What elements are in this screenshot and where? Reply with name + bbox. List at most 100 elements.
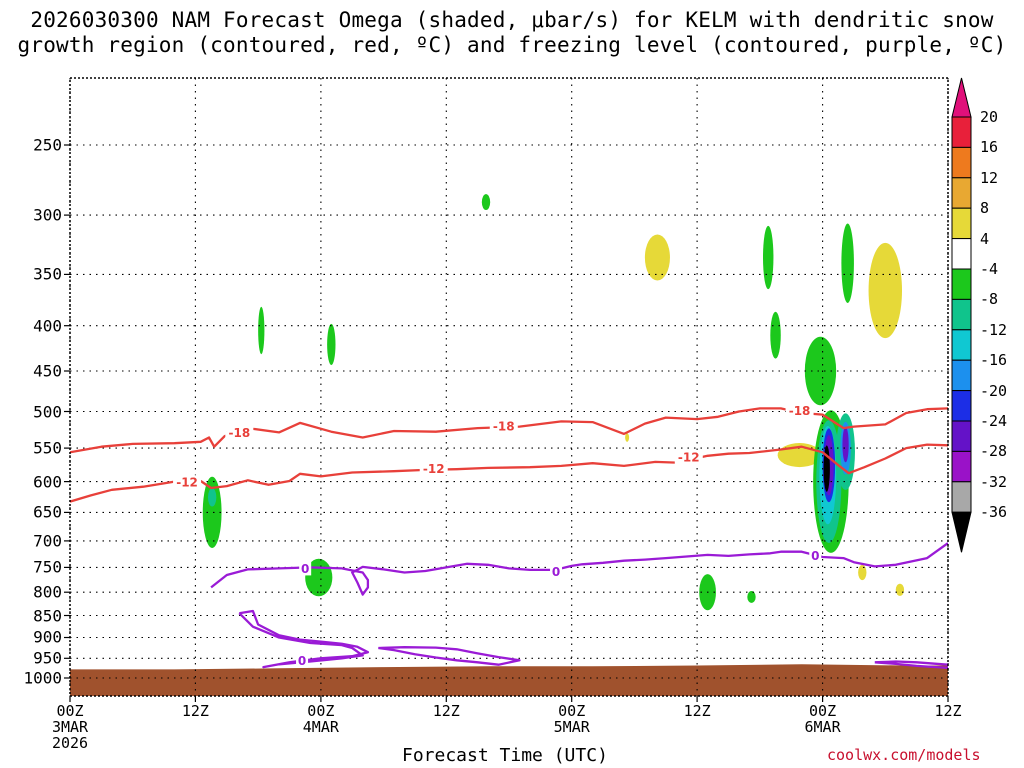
omega-region-17 (895, 583, 905, 596)
contour-label-bg-0-0 (225, 425, 254, 440)
omega-region-26 (842, 426, 849, 463)
contour-label-bg-1-0 (173, 475, 202, 490)
y-tick-label-600: 600 (33, 472, 62, 492)
colorbar-bin-9 (951, 390, 972, 422)
contour-label-2-0: 0 (301, 562, 309, 576)
chart-title-line2: growth region (contoured, red, ºC) and f… (17, 33, 1007, 57)
contour-label-bg-3-0 (296, 653, 309, 668)
y-tick-label-500: 500 (33, 402, 62, 421)
y-tick-label-350: 350 (33, 264, 62, 284)
contour-label-bg-1-2 (674, 450, 703, 465)
y-tick-label-400: 400 (33, 316, 62, 336)
colorbar-label-2: 12 (980, 168, 999, 187)
contour-label-3-0: 0 (298, 654, 306, 668)
omega-region-0 (202, 476, 222, 548)
axes (64, 77, 949, 702)
y-tick-label-300: 300 (33, 205, 62, 225)
contour-label-bg-2-1 (550, 564, 563, 579)
contour-label-bg-0-1 (489, 418, 518, 433)
ground-fill (70, 664, 948, 696)
contour-label-2-2: 0 (811, 549, 819, 563)
colorbar-label-9: -20 (980, 381, 1008, 400)
omega-region-14 (841, 223, 854, 303)
omega-region-1 (207, 488, 217, 507)
y-tick-label-700: 700 (33, 531, 62, 551)
colorbar-top-arrow (951, 77, 972, 118)
colorbar-label-1: 16 (980, 138, 999, 157)
contour-label-0-2: -18 (789, 404, 811, 418)
x-tick-label-24: 00Z 4MAR (302, 702, 339, 736)
x-tick-label-36: 12Z (432, 702, 460, 720)
colorbar-bin-4 (951, 238, 972, 270)
colorbar-label-4: 4 (980, 229, 990, 248)
y-tick-label-900: 900 (33, 627, 62, 647)
contour-1 (70, 443, 948, 503)
colorbar-bottom-arrow (951, 511, 972, 553)
omega-region-5 (481, 194, 491, 211)
colorbar-label-0: 20 (980, 108, 999, 126)
colorbar-bin-2 (951, 177, 972, 209)
colorbar-label-10: -24 (980, 412, 1008, 430)
colorbar-bin-6 (951, 298, 972, 331)
contour-3 (238, 609, 370, 669)
y-tick-label-750: 750 (33, 557, 62, 577)
x-axis-title: Forecast Time (UTC) (402, 745, 608, 766)
y-tick-label-950: 950 (33, 648, 62, 668)
colorbar-bin-11 (951, 450, 972, 483)
y-tick-label-550: 550 (33, 438, 62, 458)
x-tick-label-48: 00Z 5MAR (553, 702, 590, 736)
y-tick-label-800: 800 (33, 582, 62, 602)
contour-label-bg-0-2 (785, 403, 814, 418)
contour-5 (874, 660, 948, 670)
contour-4 (378, 646, 521, 666)
terrain-ground (70, 664, 948, 696)
colorbar-label-3: 8 (980, 199, 990, 218)
contour-label-bg-2-2 (809, 548, 822, 563)
omega-shading (202, 194, 905, 611)
omega-region-2 (258, 306, 265, 355)
colorbar-label-6: -8 (980, 290, 999, 309)
contour-label-1-1: -12 (423, 462, 445, 476)
colorbar-bin-10 (951, 420, 972, 452)
colorbar-bin-5 (951, 268, 972, 300)
colorbar-label-12: -32 (980, 472, 1008, 491)
y-tick-label-1000: 1000 (23, 668, 62, 688)
colorbar-label-5: -4 (980, 260, 999, 278)
contour-0 (70, 407, 948, 454)
colorbar-label-13: -36 (980, 503, 1008, 522)
x-tick-label-72: 00Z 6MAR (804, 702, 841, 736)
credit-text: coolwx.com/models (827, 746, 981, 764)
colorbar-bin-8 (951, 359, 972, 392)
omega-region-3 (327, 323, 336, 366)
y-tick-label-450: 450 (33, 361, 62, 381)
omega-region-23 (823, 445, 830, 492)
omega-region-9 (747, 591, 756, 603)
contour-label-2-1: 0 (552, 565, 560, 579)
colorbar-bin-1 (951, 146, 972, 179)
x-tick-label-0: 00Z 3MAR 2026 (51, 702, 89, 752)
omega-region-15 (868, 242, 903, 339)
omega-region-6 (644, 234, 670, 281)
x-tick-label-12: 12Z (181, 702, 209, 720)
x-tick-label-60: 12Z (683, 702, 711, 720)
y-tick-label-250: 250 (33, 135, 62, 155)
contour-label-0-1: -18 (493, 419, 515, 433)
contour-label-bg-1-1 (419, 461, 448, 476)
contour-label-1-2: -12 (678, 451, 700, 465)
contour-label-bg-2-0 (299, 561, 312, 576)
omega-region-11 (770, 311, 781, 359)
colorbar-label-7: -12 (980, 320, 1008, 339)
x-tick-label-84: 12Z (934, 702, 962, 720)
omega-region-10 (762, 225, 774, 290)
colorbar-label-8: -16 (980, 351, 1008, 370)
colorbar-bin-3 (951, 207, 972, 240)
colorbar-label-11: -28 (980, 442, 1008, 461)
contour-label-0-0: -18 (228, 426, 250, 440)
omega-region-7 (625, 433, 630, 442)
colorbar-bin-7 (951, 329, 972, 361)
omega-region-16 (858, 564, 867, 581)
contour-label-1-0: -12 (176, 476, 198, 490)
chart-title-line1: 2026030300 NAM Forecast Omega (shaded, μ… (30, 8, 994, 32)
omega-region-13 (804, 336, 837, 406)
